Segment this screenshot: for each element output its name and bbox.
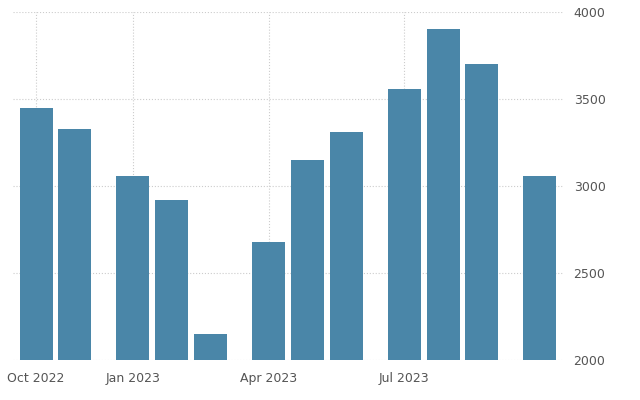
Bar bbox=[156, 200, 188, 400]
Bar bbox=[20, 108, 52, 400]
Bar bbox=[524, 176, 556, 400]
Bar bbox=[291, 160, 324, 400]
Bar bbox=[427, 29, 460, 400]
Bar bbox=[388, 88, 420, 400]
Bar bbox=[116, 176, 149, 400]
Bar bbox=[58, 128, 92, 400]
Bar bbox=[194, 334, 227, 400]
Bar bbox=[252, 242, 285, 400]
Bar bbox=[330, 132, 363, 400]
Bar bbox=[465, 64, 499, 400]
